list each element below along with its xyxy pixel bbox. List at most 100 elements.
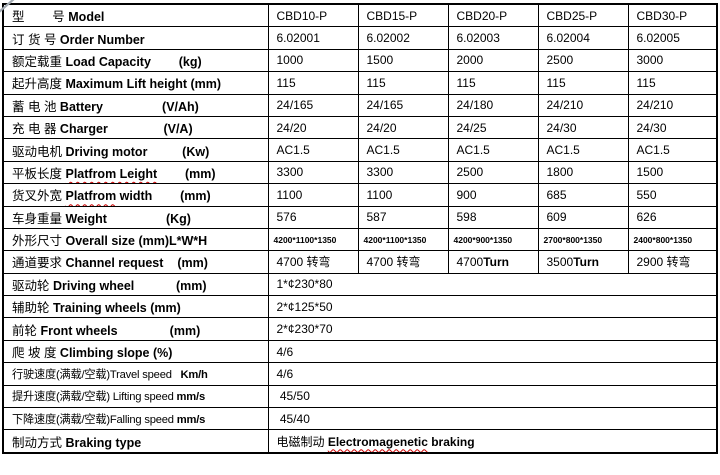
cell-text: Overall size (mm)L*W*H xyxy=(65,234,208,249)
cell-text xyxy=(163,256,177,270)
spec-value: 6.02005 xyxy=(627,26,718,50)
cell-text: 货叉外宽 xyxy=(12,189,66,204)
table-row: 外形尺寸 Overall size (mm)L*W*H 4200*1100*135… xyxy=(2,227,718,252)
cell-text xyxy=(103,100,162,114)
cell-text xyxy=(108,122,164,136)
table-row: 爬 坡 度 Climbing slope (%) 4/6 xyxy=(2,339,718,364)
table-row: 提升速度(满载/空载) Lifting speed mm/s 45/50 xyxy=(2,384,718,409)
cell-text: Training wheels (mm) xyxy=(52,301,181,316)
table-row: 订 货 号 Order Number 6.02001 6.02002 6.02003 6… xyxy=(2,26,718,50)
cell-text: 前轮 xyxy=(12,323,41,338)
spec-label: 驱动电机 Driving motor (Kw) xyxy=(2,138,269,162)
cell-text: Battery xyxy=(59,99,103,114)
spec-value: 6.02001 xyxy=(267,26,359,50)
cell-text: Front wheels xyxy=(40,323,118,338)
spec-value: 685 xyxy=(537,183,629,207)
spec-value: 1*¢230*80 xyxy=(267,272,718,297)
corner-artifact-line xyxy=(0,0,15,13)
model-header-cell: CBD15-P xyxy=(357,3,449,28)
cell-text xyxy=(151,55,179,69)
spec-value: 115 xyxy=(267,71,359,95)
misspelled-text: Platfrom Leight xyxy=(65,166,158,181)
spec-label: 驱动轮 Driving wheel (mm) xyxy=(2,272,269,297)
cell-text: Lifting speed xyxy=(112,391,177,404)
spec-value: 115 xyxy=(627,71,718,95)
spec-value: 609 xyxy=(537,205,629,229)
spec-value: 6.02003 xyxy=(447,26,539,50)
cell-text xyxy=(118,324,170,338)
spec-value: 6.02004 xyxy=(537,26,629,50)
spec-value: 24/180 xyxy=(447,93,539,117)
spec-value: 2*¢230*70 xyxy=(267,317,718,341)
spec-value: 626 xyxy=(627,205,718,229)
spec-label: 制动方式 Braking type xyxy=(2,429,269,454)
spec-label: 充 电 器 Charger (V/A) xyxy=(2,115,269,140)
table-row: 前轮 Front wheels (mm) 2*¢230*70 xyxy=(2,317,718,341)
cell-text: Driving wheel xyxy=(52,278,135,293)
spec-value: 4700 转弯 xyxy=(267,250,359,274)
cell-text: 辅助轮 xyxy=(12,301,53,316)
spec-table: 型 号 Model CBD10-P CBD15-P CBD20-P CBD25-P CBD… xyxy=(2,3,718,454)
spec-value: 598 xyxy=(447,205,539,229)
spec-value: 1100 xyxy=(357,183,449,207)
spec-value: 24/210 xyxy=(537,93,629,117)
spec-value: 24/165 xyxy=(357,93,449,117)
misspelled-text: Platfrom xyxy=(65,189,117,204)
cell-text: Falling speed xyxy=(109,413,177,426)
spec-value: 3000 xyxy=(627,48,718,73)
spec-value: 115 xyxy=(447,71,539,95)
spec-value: 4700 转弯 xyxy=(357,250,449,274)
table-row: 行驶速度(满载/空载)Travel speed Km/h 4/6 xyxy=(2,362,718,386)
spec-value: 24/165 xyxy=(267,93,359,117)
cell-text xyxy=(147,145,182,159)
cell-text: 额定载重 xyxy=(12,54,66,69)
spec-value: 24/20 xyxy=(267,115,359,140)
spec-label: 通道要求 Channel request (mm) xyxy=(2,250,269,274)
cell-text: Model xyxy=(68,10,105,25)
model-header-cell: CBD30-P xyxy=(627,3,718,28)
spec-label: 起升高度 Maximum Lift height (mm) xyxy=(2,71,269,95)
table-row: 辅助轮 Training wheels (mm) 2*¢125*50 xyxy=(2,295,718,319)
spec-label: 前轮 Front wheels (mm) xyxy=(2,317,269,341)
cell-text: 4700 xyxy=(456,254,484,269)
cell-text: 提升速度(满载/空载) xyxy=(12,391,113,404)
spec-value: 45/40 xyxy=(267,407,718,431)
spec-value: 2*¢125*50 xyxy=(267,295,718,319)
spec-table-body: 型 号 Model CBD10-P CBD15-P CBD20-P CBD25-P CBD… xyxy=(2,3,718,454)
cell-text: 外形尺寸 xyxy=(12,234,66,249)
spec-label: 提升速度(满载/空载) Lifting speed mm/s xyxy=(2,384,269,409)
table-row: 平板长度 Platfrom Leight (mm) 3300 3300 2500 180… xyxy=(2,160,718,185)
cell-text: Order Number xyxy=(59,32,145,47)
spec-value: 24/30 xyxy=(537,115,629,140)
cell-text: (mm) xyxy=(184,166,216,181)
spec-value: 电磁制动 Electromagenetic braking xyxy=(267,429,718,454)
spec-label: 外形尺寸 Overall size (mm)L*W*H xyxy=(2,227,269,252)
model-header-cell: CBD10-P xyxy=(267,3,359,28)
spec-label: 货叉外宽 Platfrom width (mm) xyxy=(2,183,269,207)
cell-text: 订 货 号 xyxy=(12,32,60,47)
spec-value: 2400*800*1350 xyxy=(627,227,718,252)
cell-text: Charger xyxy=(59,122,108,137)
model-header-cell: CBD20-P xyxy=(447,3,539,28)
table-row: 充 电 器 Charger (V/A) 24/20 24/20 24/25 24/30 2… xyxy=(2,115,718,140)
spec-value: 4700Turn xyxy=(447,250,539,274)
cell-text: Km/h xyxy=(180,368,208,381)
cell-text: (mm) xyxy=(177,256,208,271)
spec-value: 45/50 xyxy=(267,384,718,409)
cell-text: Maximum Lift height (mm) xyxy=(65,77,222,92)
spec-value: 550 xyxy=(627,183,718,207)
table-row: 蓄 电 池 Battery (V/Ah) 24/165 24/165 24/180 24… xyxy=(2,93,718,117)
spec-value: 1800 xyxy=(537,160,629,185)
cell-text: 电磁制动 xyxy=(276,434,328,449)
cell-text: Weight xyxy=(65,211,107,226)
cell-text: mm/s xyxy=(176,391,206,404)
spec-value: 24/20 xyxy=(357,115,449,140)
table-row: 制动方式 Braking type 电磁制动 Electromagenetic b… xyxy=(2,429,718,454)
cell-text: 制动方式 xyxy=(12,435,66,450)
cell-text: Turn xyxy=(483,254,509,269)
spec-label: 额定载重 Load Capacity (kg) xyxy=(2,48,269,73)
cell-text: Turn xyxy=(573,254,599,269)
spec-value: 24/30 xyxy=(627,115,718,140)
cell-text: Driving motor xyxy=(65,144,148,159)
spec-value: 1000 xyxy=(267,48,359,73)
